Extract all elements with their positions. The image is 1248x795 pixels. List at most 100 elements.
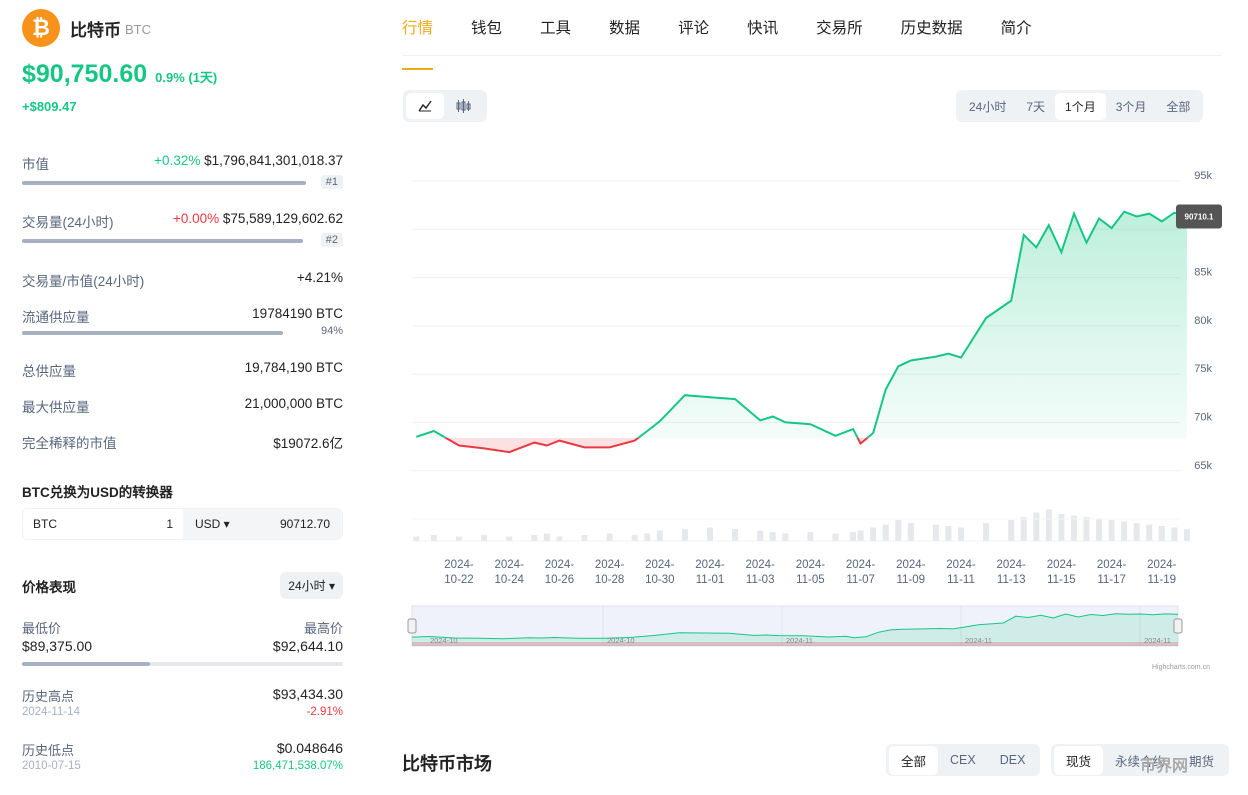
volume-bar xyxy=(430,535,437,541)
performance-period-select[interactable]: 24小时 ▾ xyxy=(280,572,343,599)
x-tick-label: 2024- xyxy=(1097,559,1127,571)
x-tick-label: 2024- xyxy=(996,559,1026,571)
stat-label: 市值 xyxy=(22,157,49,172)
x-tick-label: 11-03 xyxy=(746,574,775,586)
navigator-line xyxy=(411,613,1179,640)
y-tick-label: 95k xyxy=(1194,170,1212,182)
stat-label: 总供应量 xyxy=(22,364,76,379)
low-value: $89,375.00 xyxy=(22,638,93,654)
volume-bar xyxy=(882,524,889,541)
from-amount-input[interactable]: 1 xyxy=(166,517,173,531)
tab-about[interactable]: 简介 xyxy=(1000,20,1032,37)
filter-cex[interactable]: CEX xyxy=(950,753,976,767)
volume-bar xyxy=(870,527,877,541)
x-tick-label: 10-22 xyxy=(444,574,473,586)
volume-bar xyxy=(1171,527,1178,541)
volume-bar xyxy=(857,530,864,541)
stat-label: 最大供应量 xyxy=(22,400,90,415)
chart-credit: Highcharts.com.cn xyxy=(1152,664,1210,671)
to-currency-select[interactable]: USD ▾ xyxy=(195,517,230,531)
filter-all[interactable]: 全部 xyxy=(889,745,939,775)
x-tick-label: 10-26 xyxy=(545,574,574,586)
atl-value: $0.048646 xyxy=(276,740,343,756)
from-symbol: BTC xyxy=(33,517,57,531)
current-price: $90,750.60 xyxy=(22,60,148,88)
volume-bar xyxy=(932,524,939,541)
tab-wallet[interactable]: 钱包 xyxy=(471,20,503,37)
tab-news[interactable]: 快讯 xyxy=(747,20,779,37)
line-chart-icon[interactable] xyxy=(406,93,444,119)
range-24h[interactable]: 24小时 xyxy=(969,99,1007,114)
filter-dex[interactable]: DEX xyxy=(999,753,1026,767)
stat-pct: +0.00% xyxy=(172,211,220,226)
volume-bar xyxy=(1020,517,1027,541)
coin-symbol: BTC xyxy=(125,21,151,37)
x-tick-label: 2024- xyxy=(545,559,575,571)
tab-exchanges[interactable]: 交易所 xyxy=(816,20,863,37)
supply-bar xyxy=(22,331,283,335)
tab-comments[interactable]: 评论 xyxy=(678,20,710,37)
filter-perpetual[interactable]: 永续合约 xyxy=(1115,754,1166,769)
stat-label: 交易量(24小时) xyxy=(22,215,114,230)
converter: BTC 1 USD ▾ 90712.70 xyxy=(22,508,343,540)
volume-bar xyxy=(506,536,513,541)
x-tick-label: 11-07 xyxy=(846,574,875,586)
volume-bar xyxy=(1183,529,1190,541)
x-tick-label: 2024- xyxy=(796,559,826,571)
contract-type-filter: 现货 永续合约 期货 xyxy=(1051,744,1230,776)
watermark: 币界网 xyxy=(1140,758,1189,775)
x-tick-label: 11-17 xyxy=(1097,574,1126,586)
volume-bar xyxy=(732,529,739,541)
volume-bar xyxy=(644,533,651,541)
volume-bar xyxy=(769,532,776,541)
navigator-handle-left xyxy=(407,618,417,634)
rank-badge: #2 xyxy=(320,233,343,247)
navigator-label: 2024-10 xyxy=(607,636,635,645)
x-tick-label: 2024- xyxy=(695,559,725,571)
range-7d[interactable]: 7天 xyxy=(1026,99,1046,114)
volume-bar xyxy=(782,533,789,541)
price-change-pct: 0.9% (1天) xyxy=(155,70,218,85)
filter-futures[interactable]: 期货 xyxy=(1189,754,1215,769)
volume-bar xyxy=(1158,526,1165,541)
y-tick-label: 65k xyxy=(1194,460,1212,472)
y-tick-label: 85k xyxy=(1194,267,1212,279)
x-tick-label: 11-11 xyxy=(947,574,975,586)
x-tick-label: 2024- xyxy=(444,559,474,571)
tab-data[interactable]: 数据 xyxy=(609,20,641,37)
ath-label: 历史高点 xyxy=(22,689,75,704)
navigator-handle-right xyxy=(1173,618,1183,634)
volume-bar xyxy=(1070,515,1077,541)
volume-bar xyxy=(983,523,990,541)
main-tabs: 行情 钱包 工具 数据 评论 快讯 交易所 历史数据 简介 xyxy=(402,16,1222,70)
volume-bar xyxy=(22,239,303,243)
volume-bar xyxy=(1045,509,1052,541)
last-price-label: 90710.1 xyxy=(1185,212,1214,221)
volume-bar xyxy=(543,533,550,541)
converter-from[interactable]: BTC 1 xyxy=(23,509,183,539)
chart-type-toggle xyxy=(403,90,487,122)
candlestick-icon[interactable] xyxy=(444,93,482,119)
x-tick-label: 2024- xyxy=(494,559,524,571)
x-tick-label: 10-30 xyxy=(645,574,674,586)
tab-tools[interactable]: 工具 xyxy=(540,20,572,37)
tab-history[interactable]: 历史数据 xyxy=(900,20,963,37)
filter-spot[interactable]: 现货 xyxy=(1054,745,1104,775)
range-3m[interactable]: 3个月 xyxy=(1115,99,1147,114)
range-all[interactable]: 全部 xyxy=(1166,99,1191,114)
atl-date: 2010-07-15 xyxy=(22,760,81,772)
range-1m[interactable]: 1个月 xyxy=(1055,92,1106,120)
x-tick-label: 2024- xyxy=(946,559,976,571)
y-tick-label: 75k xyxy=(1194,363,1212,375)
to-amount: 90712.70 xyxy=(279,517,330,531)
high-label: 最高价 xyxy=(303,621,343,636)
coin-name: 比特币 xyxy=(70,20,121,40)
navigator-area xyxy=(412,613,1178,646)
last-price-box xyxy=(1176,204,1222,229)
stat-label: 流通供应量 xyxy=(22,310,90,325)
navigator-label: 2024-11 xyxy=(786,636,813,645)
navigator-frame xyxy=(411,605,1179,647)
tab-market[interactable]: 行情 xyxy=(402,16,434,70)
stat-value: 21,000,000 BTC xyxy=(244,396,343,411)
